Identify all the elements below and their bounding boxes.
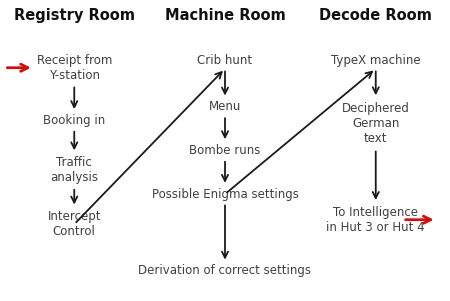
- Text: Deciphered
German
text: Deciphered German text: [342, 102, 410, 145]
- Text: Possible Enigma settings: Possible Enigma settings: [152, 188, 298, 201]
- Text: Intercept
Control: Intercept Control: [48, 210, 101, 238]
- Text: Bombe runs: Bombe runs: [189, 144, 261, 157]
- Text: Booking in: Booking in: [43, 114, 105, 127]
- Text: Machine Room: Machine Room: [165, 8, 285, 23]
- Text: TypeX machine: TypeX machine: [331, 54, 421, 67]
- Text: To Intelligence
in Hut 3 or Hut 4: To Intelligence in Hut 3 or Hut 4: [326, 206, 425, 234]
- Text: Crib hunt: Crib hunt: [198, 54, 252, 67]
- Text: Registry Room: Registry Room: [14, 8, 135, 23]
- Text: Receipt from
Y-station: Receipt from Y-station: [36, 54, 112, 82]
- Text: Derivation of correct settings: Derivation of correct settings: [139, 264, 311, 278]
- Text: Menu: Menu: [209, 100, 241, 113]
- Text: Traffic
analysis: Traffic analysis: [50, 156, 98, 184]
- Text: Decode Room: Decode Room: [320, 8, 432, 23]
